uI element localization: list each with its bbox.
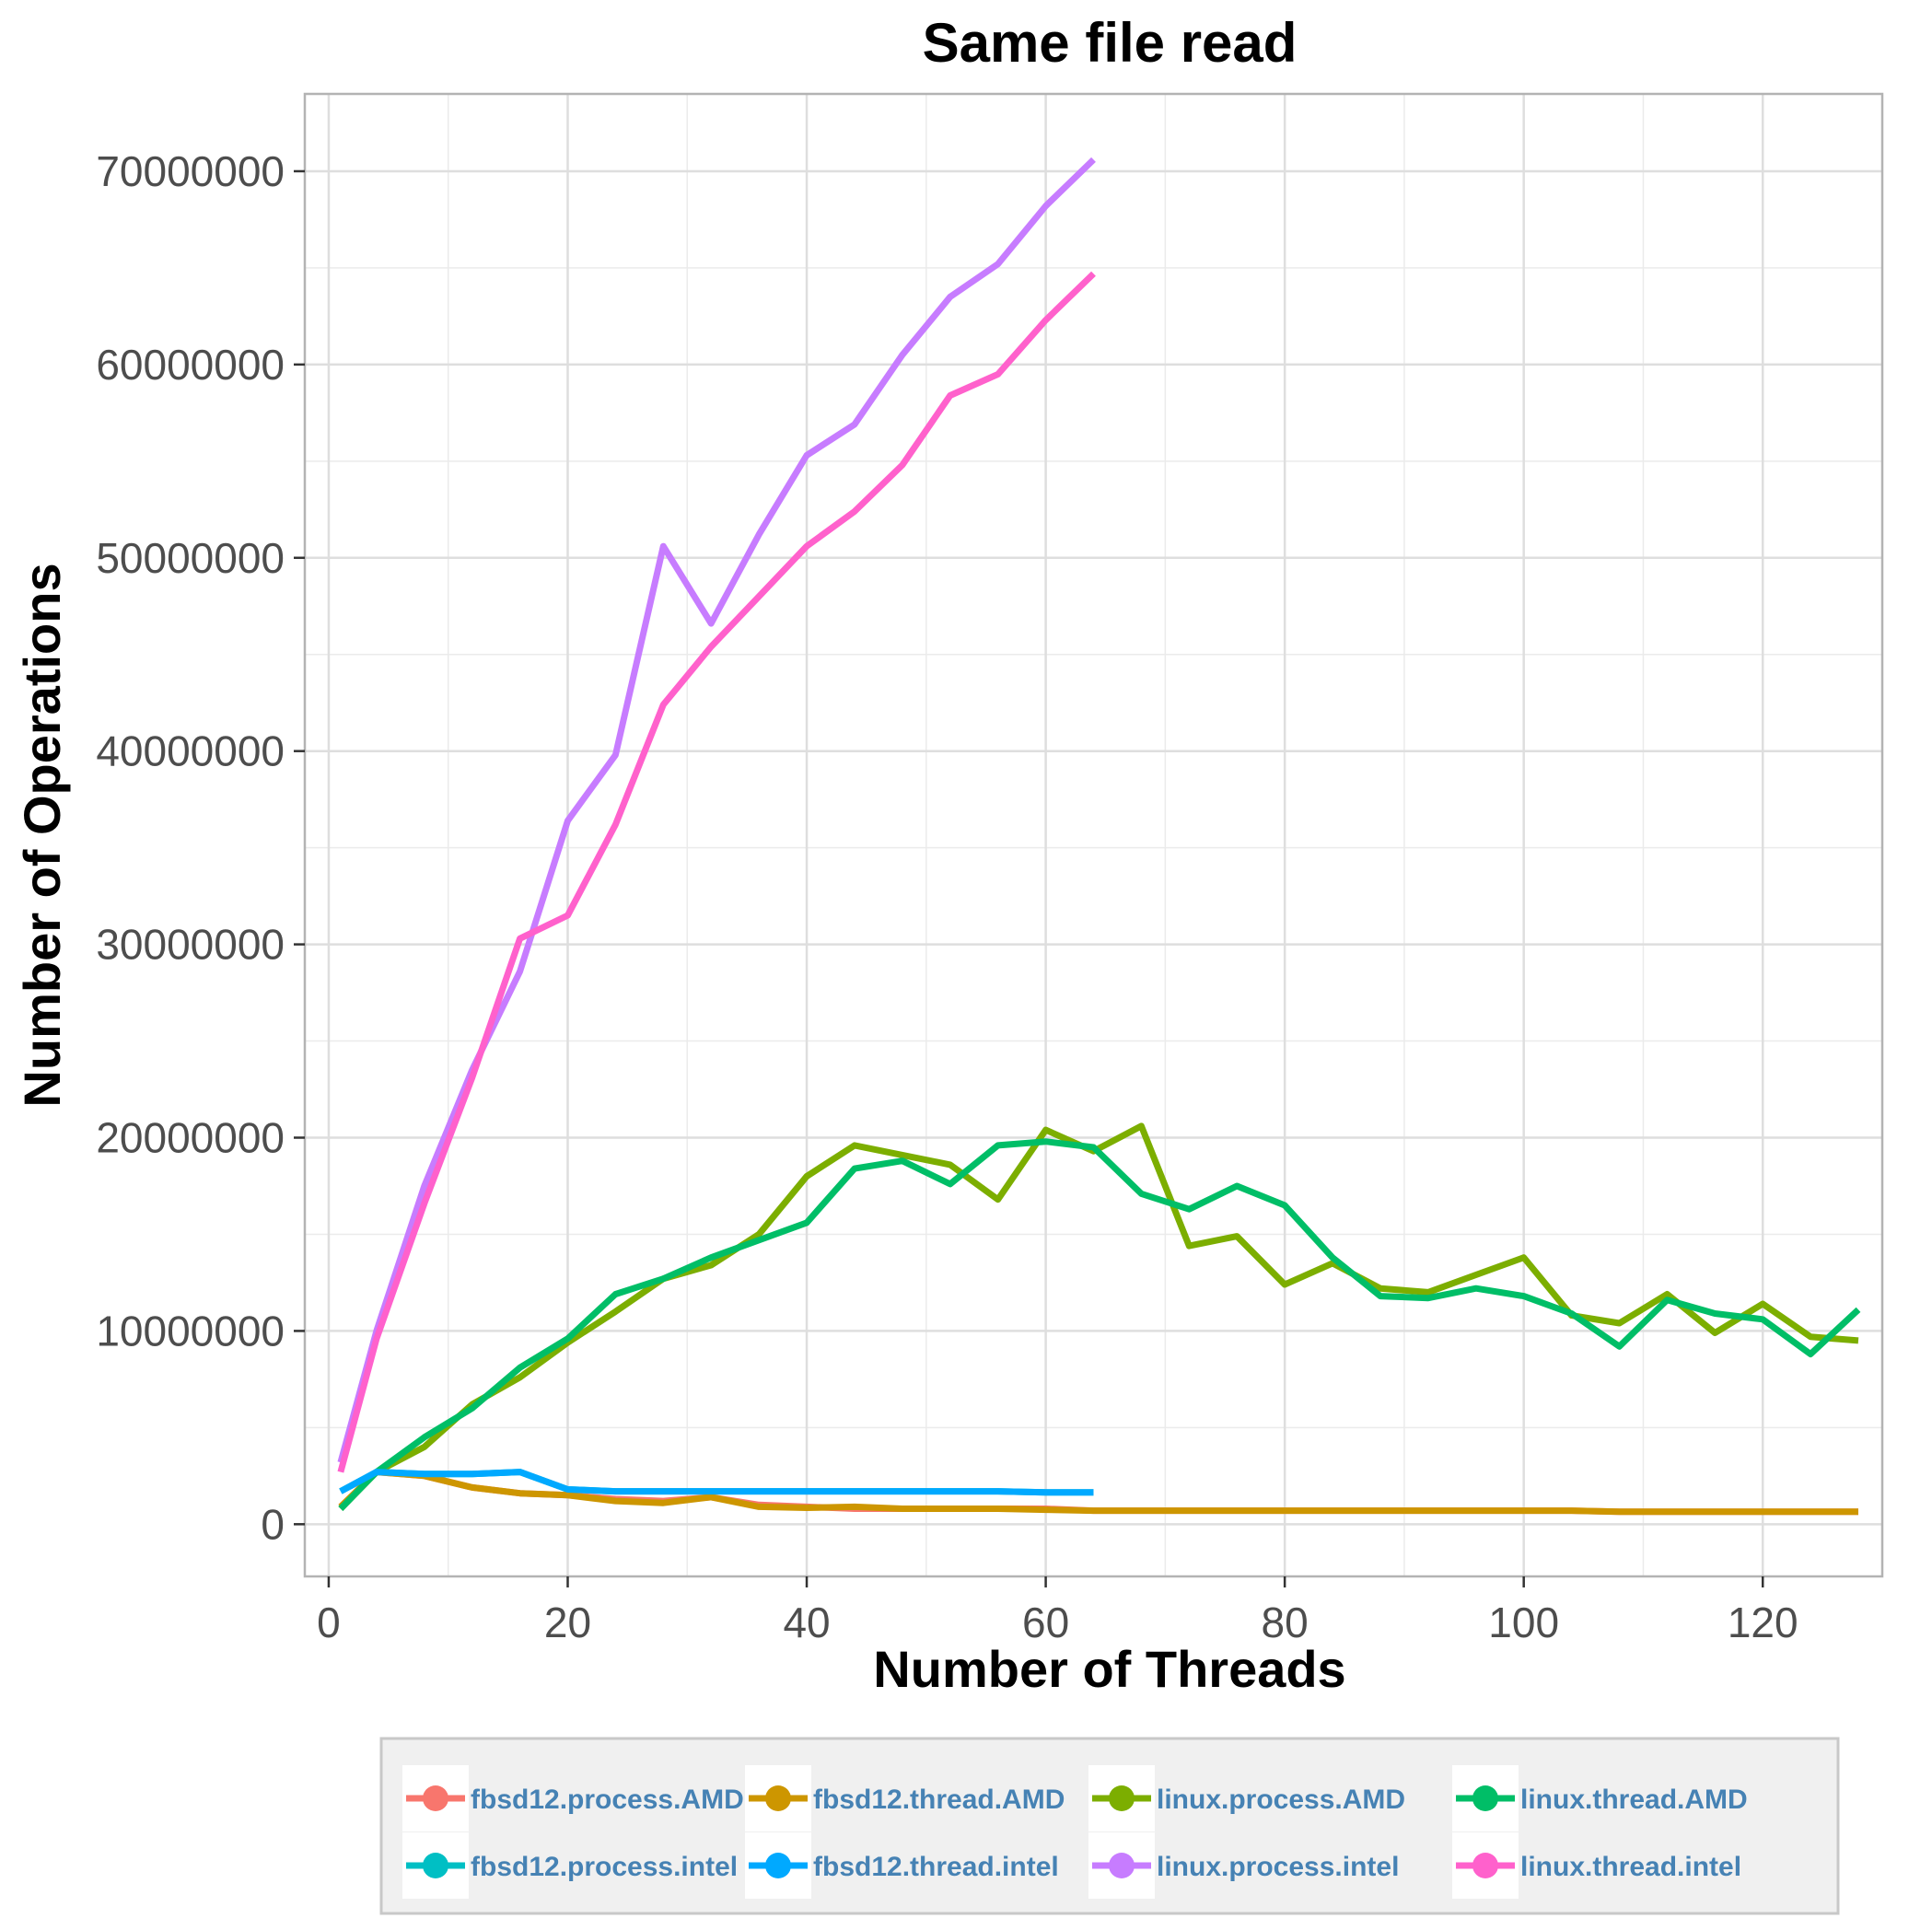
x-tick-label: 100 [1488, 1599, 1559, 1646]
y-tick-label: 40000000 [96, 727, 285, 775]
y-tick-label: 50000000 [96, 534, 285, 582]
x-tick-label: 20 [544, 1599, 591, 1646]
series-line-linux-thread-AMD [338, 1138, 1861, 1511]
x-axis-ticks: 0 20 40 60 80 100 120 [317, 1576, 1798, 1646]
legend-label: fbsd12.process.intel [471, 1852, 738, 1882]
series-line-linux-process-intel [337, 157, 1096, 1464]
x-tick-label: 0 [317, 1599, 341, 1646]
major-gridlines [305, 94, 1882, 1576]
legend-key-point [1109, 1853, 1135, 1878]
legend-key-point [765, 1785, 791, 1811]
y-tick-label: 70000000 [96, 147, 285, 195]
series-line-fbsd12-thread-intel [339, 1469, 1094, 1496]
legend-label: fbsd12.thread.intel [813, 1852, 1059, 1882]
y-axis-ticks: 0 10000000 20000000 30000000 40000000 5000000… [96, 147, 305, 1548]
legend-label: fbsd12.process.AMD [471, 1785, 744, 1815]
series-lines [337, 157, 1861, 1516]
legend-key-point [765, 1853, 791, 1878]
legend-key-point [1472, 1853, 1498, 1878]
legend-item-linux-process-intel: linux.process.intel [1088, 1832, 1399, 1899]
legend-label: linux.thread.intel [1520, 1852, 1741, 1882]
legend-key-point [1109, 1785, 1135, 1811]
legend-label: fbsd12.thread.AMD [813, 1785, 1065, 1815]
x-axis-title: Number of Threads [873, 1640, 1345, 1698]
y-tick-label: 60000000 [96, 341, 285, 389]
series-line-linux-thread-intel [337, 271, 1096, 1473]
series-line-fbsd12-thread-AMD [338, 1469, 1858, 1516]
y-axis-title: Number of Operations [13, 563, 71, 1107]
plot-panel-border [303, 92, 1884, 1578]
legend-label: linux.thread.AMD [1520, 1785, 1748, 1815]
y-tick-label: 10000000 [96, 1307, 285, 1354]
legend-key-point [423, 1853, 448, 1878]
legend-item-fbsd12-process-AMD: fbsd12.process.AMD [402, 1765, 744, 1831]
legend-key-point [423, 1785, 448, 1811]
y-tick-label: 20000000 [96, 1114, 285, 1162]
x-tick-label: 60 [1022, 1599, 1069, 1646]
x-tick-label: 80 [1262, 1599, 1309, 1646]
legend-item-fbsd12-thread-AMD: fbsd12.thread.AMD [745, 1765, 1065, 1831]
legend-item-linux-thread-intel: linux.thread.intel [1452, 1832, 1741, 1899]
legend-item-fbsd12-process-intel: fbsd12.process.intel [402, 1832, 738, 1899]
legend-item-fbsd12-thread-intel: fbsd12.thread.intel [745, 1832, 1059, 1899]
x-tick-label: 120 [1728, 1599, 1798, 1646]
legend-label: linux.process.intel [1157, 1852, 1399, 1882]
legend-item-linux-thread-AMD: linux.thread.AMD [1452, 1765, 1748, 1831]
legend-key-point [1472, 1785, 1498, 1811]
legend: fbsd12.process.AMD fbsd12.process.intel fb… [379, 1737, 1840, 1915]
chart-title: Same file read [923, 12, 1298, 74]
legend-item-linux-process-AMD: linux.process.AMD [1088, 1765, 1405, 1831]
legend-label: linux.process.AMD [1157, 1785, 1405, 1815]
x-tick-label: 40 [783, 1599, 830, 1646]
y-tick-label: 30000000 [96, 921, 285, 969]
y-tick-label: 0 [261, 1500, 285, 1548]
